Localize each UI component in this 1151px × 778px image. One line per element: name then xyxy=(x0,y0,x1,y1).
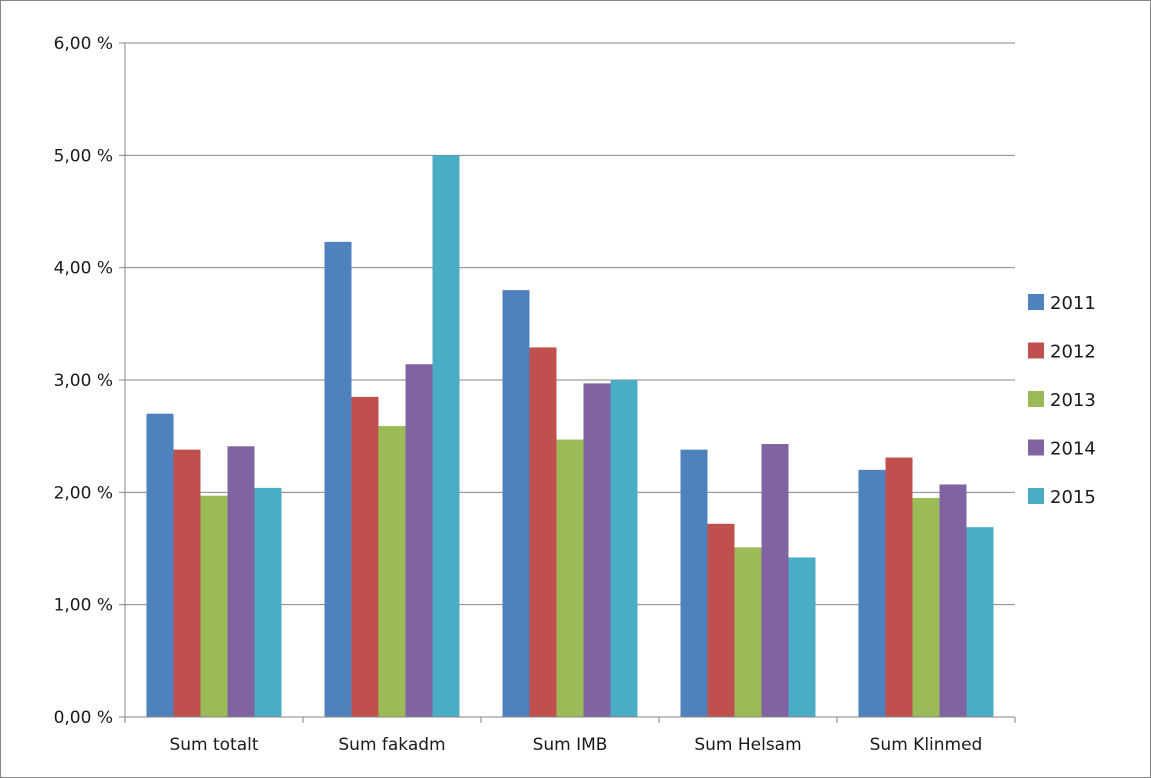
legend-label: 2012 xyxy=(1050,342,1096,363)
bar-2014 xyxy=(761,444,789,717)
y-tick-label: 3,00 % xyxy=(54,371,113,391)
legend-swatch xyxy=(1028,439,1044,456)
y-tick-label: 1,00 % xyxy=(54,596,113,616)
y-tick-label: 0,00 % xyxy=(54,708,113,728)
bar-2012 xyxy=(885,457,913,717)
bar-2014 xyxy=(227,446,255,717)
bar-2014 xyxy=(405,364,433,717)
bar-2015 xyxy=(254,487,282,717)
legend-swatch xyxy=(1028,488,1044,504)
legend-item: 2013 xyxy=(1028,390,1096,411)
bar-2013 xyxy=(734,547,762,717)
x-tick-label: Sum fakadm xyxy=(338,735,445,755)
bar-2013 xyxy=(378,426,406,717)
bar-2011 xyxy=(680,449,708,717)
legend-swatch xyxy=(1028,294,1044,310)
y-tick-label: 2,00 % xyxy=(54,483,113,503)
bar-2015 xyxy=(788,557,816,717)
bar-2015 xyxy=(432,155,460,718)
y-tick-label: 5,00 % xyxy=(54,146,113,166)
bar-2012 xyxy=(351,396,379,717)
legend-label: 2011 xyxy=(1050,293,1096,314)
legend-item: 2011 xyxy=(1028,293,1096,314)
x-tick-label: Sum totalt xyxy=(169,735,258,755)
bar-2013 xyxy=(556,439,584,717)
legend: 2011 2012 2013 2014 2015 xyxy=(1028,293,1096,508)
bar-2013 xyxy=(200,495,228,717)
y-tick-labels: 0,00 % 1,00 % 2,00 % 3,00 % 4,00 % 5,00 % 6,00… xyxy=(54,34,113,728)
legend-swatch xyxy=(1028,342,1044,359)
legend-item: 2014 xyxy=(1028,439,1096,460)
bar-2012 xyxy=(529,347,557,717)
x-tick-labels: Sum totalt Sum fakadm Sum IMB Sum Helsam Sum… xyxy=(169,735,982,755)
bar-2011 xyxy=(502,290,530,717)
y-tick-label: 4,00 % xyxy=(54,259,113,279)
legend-label: 2014 xyxy=(1050,439,1096,460)
y-tick-label: 6,00 % xyxy=(54,34,113,54)
legend-label: 2013 xyxy=(1050,390,1096,411)
x-tick-label: Sum Klinmed xyxy=(870,735,983,755)
axes xyxy=(119,42,1016,723)
x-tick-label: Sum Helsam xyxy=(694,735,801,755)
bar-2011 xyxy=(858,469,886,717)
legend-item: 2015 xyxy=(1028,487,1096,508)
bar-2013 xyxy=(912,497,940,717)
bar-2012 xyxy=(707,523,735,717)
bar-2014 xyxy=(583,383,611,717)
bars xyxy=(146,155,994,718)
legend-item: 2012 xyxy=(1028,342,1096,363)
bar-2015 xyxy=(610,380,638,717)
bar-2015 xyxy=(966,527,994,717)
x-tick-label: Sum IMB xyxy=(533,735,608,755)
bar-2014 xyxy=(939,484,967,717)
legend-swatch xyxy=(1028,391,1044,407)
bar-2011 xyxy=(146,413,174,717)
legend-label: 2015 xyxy=(1050,487,1096,508)
bar-2012 xyxy=(173,449,201,717)
bar-2011 xyxy=(324,241,352,717)
